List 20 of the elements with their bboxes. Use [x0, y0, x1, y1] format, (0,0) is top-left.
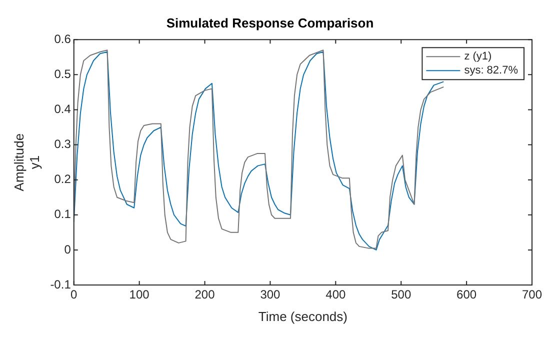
- y-tick-label: 0.3: [54, 137, 72, 152]
- x-tick-label: 500: [391, 288, 412, 302]
- x-axis-title: Time (seconds): [258, 308, 348, 324]
- y-tick-label: -0.1: [50, 277, 72, 292]
- y-tick-label: 0: [64, 242, 72, 256]
- y-tick-label: 0.5: [54, 66, 72, 81]
- legend-label: z (y1): [464, 50, 492, 63]
- legend-label: sys: 82.7%: [464, 64, 518, 77]
- y-axis-title: Amplitude y1: [11, 133, 42, 192]
- x-tick-label: 300: [260, 288, 281, 302]
- y-tick-label: 0.1: [54, 207, 72, 222]
- x-tick-label: 700: [522, 288, 542, 302]
- y-tick-label: 0.2: [54, 172, 72, 186]
- chart-title: Simulated Response Comparison: [166, 15, 374, 30]
- y-tick-label: 0.4: [54, 102, 72, 116]
- x-tick-label: 400: [326, 288, 346, 302]
- y-tick-label: 0.6: [54, 32, 72, 46]
- x-tick-label: 100: [129, 288, 150, 302]
- x-tick-label: 600: [456, 288, 477, 302]
- x-tick-label: 200: [194, 288, 216, 302]
